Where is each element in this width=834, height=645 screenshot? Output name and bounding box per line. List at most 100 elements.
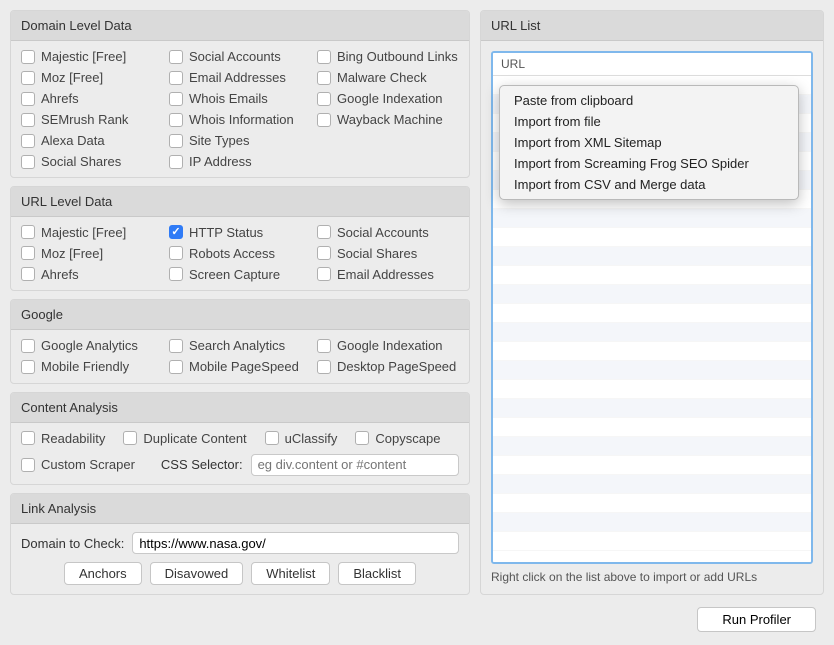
checkbox-copyscape[interactable]: Copyscape	[355, 431, 440, 446]
checkbox-site-types[interactable]: Site Types	[169, 133, 311, 148]
checkbox-label: Google Indexation	[337, 91, 443, 106]
table-row[interactable]	[493, 342, 811, 361]
checkbox-readability[interactable]: Readability	[21, 431, 105, 446]
menu-item-paste-from-clipboard[interactable]: Paste from clipboard	[500, 90, 798, 111]
checkbox-social-accounts[interactable]: Social Accounts	[169, 49, 311, 64]
checkbox-moz-free[interactable]: Moz [Free]	[21, 70, 163, 85]
checkbox-uclassify[interactable]: uClassify	[265, 431, 338, 446]
whitelist-button[interactable]: Whitelist	[251, 562, 330, 585]
table-row[interactable]	[493, 380, 811, 399]
checkbox-google-indexation[interactable]: Google Indexation	[317, 91, 459, 106]
menu-item-import-from-csv-and-merge-data[interactable]: Import from CSV and Merge data	[500, 174, 798, 195]
checkbox-social-accounts[interactable]: Social Accounts	[317, 225, 459, 240]
checkbox-box	[21, 155, 35, 169]
checkbox-screen-capture[interactable]: Screen Capture	[169, 267, 311, 282]
checkbox-google-analytics[interactable]: Google Analytics	[21, 338, 163, 353]
panel-domain-level: Domain Level Data Majestic [Free]Social …	[10, 10, 470, 178]
checkbox-label: Majestic [Free]	[41, 225, 126, 240]
checkbox-search-analytics[interactable]: Search Analytics	[169, 338, 311, 353]
checkbox-box	[169, 360, 183, 374]
checkbox-label: Email Addresses	[189, 70, 286, 85]
checkbox-ahrefs[interactable]: Ahrefs	[21, 267, 163, 282]
checkbox-label: Search Analytics	[189, 338, 285, 353]
table-row[interactable]	[493, 437, 811, 456]
css-selector-input[interactable]	[251, 454, 459, 476]
checkbox-box	[169, 339, 183, 353]
panel-url-list: URL List URL Right click on the list abo…	[480, 10, 824, 595]
checkbox-ahrefs[interactable]: Ahrefs	[21, 91, 163, 106]
checkbox-label: Social Shares	[41, 154, 121, 169]
checkbox-label: Social Accounts	[189, 49, 281, 64]
disavowed-button[interactable]: Disavowed	[150, 562, 244, 585]
checkbox-majestic-free[interactable]: Majestic [Free]	[21, 49, 163, 64]
checkbox-label: Custom Scraper	[41, 457, 135, 472]
menu-item-import-from-file[interactable]: Import from file	[500, 111, 798, 132]
table-row[interactable]	[493, 513, 811, 532]
checkbox-label: Ahrefs	[41, 267, 79, 282]
run-profiler-button[interactable]: Run Profiler	[697, 607, 816, 632]
checkbox-label: Copyscape	[375, 431, 440, 446]
checkbox-box	[21, 360, 35, 374]
checkbox-mobile-pagespeed[interactable]: Mobile PageSpeed	[169, 359, 311, 374]
checkbox-label: Google Indexation	[337, 338, 443, 353]
table-row[interactable]	[493, 209, 811, 228]
url-list-column-header[interactable]: URL	[493, 53, 811, 76]
checkbox-desktop-pagespeed[interactable]: Desktop PageSpeed	[317, 359, 459, 374]
checkbox-duplicate-content[interactable]: Duplicate Content	[123, 431, 246, 446]
checkbox-alexa-data[interactable]: Alexa Data	[21, 133, 163, 148]
checkbox-malware-check[interactable]: Malware Check	[317, 70, 459, 85]
checkbox-box	[169, 155, 183, 169]
checkbox-box	[21, 92, 35, 106]
checkbox-social-shares[interactable]: Social Shares	[317, 246, 459, 261]
table-row[interactable]	[493, 323, 811, 342]
table-row[interactable]	[493, 494, 811, 513]
table-row[interactable]	[493, 361, 811, 380]
table-row[interactable]	[493, 304, 811, 323]
checkbox-box	[169, 113, 183, 127]
checkbox-box	[21, 246, 35, 260]
checkbox-mobile-friendly[interactable]: Mobile Friendly	[21, 359, 163, 374]
checkbox-box	[317, 92, 331, 106]
blacklist-button[interactable]: Blacklist	[338, 562, 416, 585]
table-row[interactable]	[493, 532, 811, 551]
checkbox-robots-access[interactable]: Robots Access	[169, 246, 311, 261]
checkbox-google-indexation[interactable]: Google Indexation	[317, 338, 459, 353]
table-row[interactable]	[493, 399, 811, 418]
checkbox-box	[265, 431, 279, 445]
panel-title-link: Link Analysis	[11, 494, 469, 524]
domain-check-input[interactable]	[132, 532, 459, 554]
checkbox-email-addresses[interactable]: Email Addresses	[317, 267, 459, 282]
checkbox-label: Screen Capture	[189, 267, 280, 282]
table-row[interactable]	[493, 266, 811, 285]
checkbox-email-addresses[interactable]: Email Addresses	[169, 70, 311, 85]
domain-check-label: Domain to Check:	[21, 536, 124, 551]
panel-title-google: Google	[11, 300, 469, 330]
checkbox-wayback-machine[interactable]: Wayback Machine	[317, 112, 459, 127]
checkbox-social-shares[interactable]: Social Shares	[21, 154, 163, 169]
checkbox-http-status[interactable]: HTTP Status	[169, 225, 311, 240]
checkbox-whois-information[interactable]: Whois Information	[169, 112, 311, 127]
checkbox-box	[317, 71, 331, 85]
table-row[interactable]	[493, 247, 811, 266]
checkbox-label: Social Shares	[337, 246, 417, 261]
menu-item-import-from-screaming-frog-seo-spider[interactable]: Import from Screaming Frog SEO Spider	[500, 153, 798, 174]
checkbox-box	[21, 225, 35, 239]
menu-item-import-from-xml-sitemap[interactable]: Import from XML Sitemap	[500, 132, 798, 153]
table-row[interactable]	[493, 228, 811, 247]
anchors-button[interactable]: Anchors	[64, 562, 142, 585]
checkbox-box	[355, 431, 369, 445]
table-row[interactable]	[493, 418, 811, 437]
table-row[interactable]	[493, 285, 811, 304]
checkbox-bing-outbound-links[interactable]: Bing Outbound Links	[317, 49, 459, 64]
table-row[interactable]	[493, 475, 811, 494]
checkbox-moz-free[interactable]: Moz [Free]	[21, 246, 163, 261]
checkbox-whois-emails[interactable]: Whois Emails	[169, 91, 311, 106]
table-row[interactable]	[493, 456, 811, 475]
checkbox-custom-scraper[interactable]: Custom Scraper	[21, 457, 135, 472]
checkbox-majestic-free[interactable]: Majestic [Free]	[21, 225, 163, 240]
checkbox-box	[21, 113, 35, 127]
checkbox-ip-address[interactable]: IP Address	[169, 154, 311, 169]
checkbox-semrush-rank[interactable]: SEMrush Rank	[21, 112, 163, 127]
checkbox-label: Wayback Machine	[337, 112, 443, 127]
checkbox-box	[21, 50, 35, 64]
